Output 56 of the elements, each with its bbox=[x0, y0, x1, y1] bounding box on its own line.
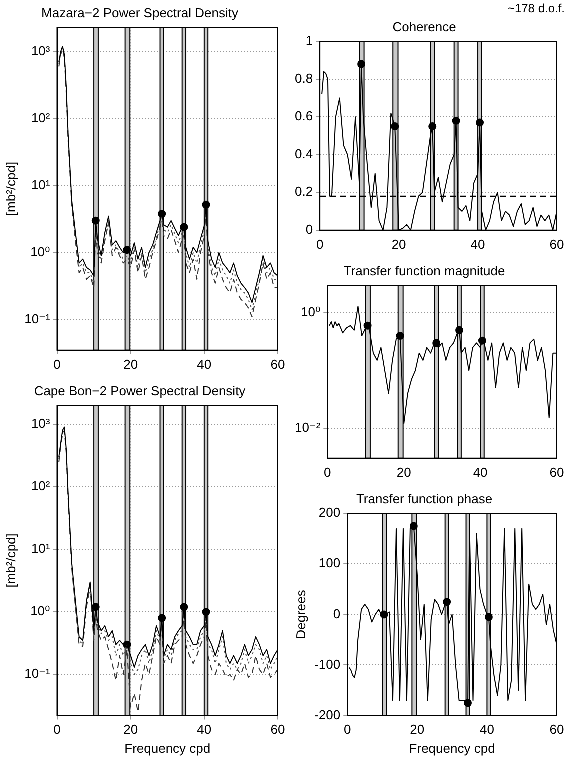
x-tick-label: 20 bbox=[124, 722, 138, 738]
chart-title: Transfer function phase bbox=[356, 491, 493, 506]
y-tick-label: 10³ bbox=[31, 416, 51, 432]
y-tick-label: 100 bbox=[318, 556, 341, 571]
x-tick-label: 40 bbox=[197, 722, 212, 738]
chart-title: Cape Bon−2 Power Spectral Density bbox=[34, 383, 246, 398]
y-tick-label: 10⁰ bbox=[30, 604, 50, 619]
y-tick-label: 0.6 bbox=[294, 108, 314, 124]
x-axis-title: Frequency cpd bbox=[124, 740, 211, 756]
x-tick-label: 60 bbox=[270, 356, 286, 372]
x-tick-label: 20 bbox=[124, 356, 138, 372]
chart-title: Coherence bbox=[392, 19, 456, 34]
y-tick-label: 0.2 bbox=[294, 184, 314, 200]
point bbox=[476, 118, 484, 127]
y-tick-label: 10⁻¹ bbox=[24, 666, 51, 682]
y-tick-label: 10⁰ bbox=[30, 244, 50, 260]
x-tick-label: 40 bbox=[197, 356, 212, 372]
y-tick-label: 10¹ bbox=[31, 177, 51, 192]
y-tick-label: 10² bbox=[31, 110, 51, 126]
x-tick-label: 60 bbox=[550, 722, 564, 738]
chart-title: Mazara−2 Power Spectral Density bbox=[42, 5, 239, 20]
x-tick-label: 60 bbox=[550, 464, 564, 480]
point bbox=[92, 216, 100, 225]
x-tick-label: 40 bbox=[480, 722, 494, 738]
y-tick-label: 10⁰ bbox=[300, 304, 321, 320]
y-tick-label: -200 bbox=[314, 707, 341, 722]
x-tick-label: 20 bbox=[396, 464, 412, 480]
y-tick-label: 10⁻¹ bbox=[24, 311, 51, 326]
y-tick-label: 10¹ bbox=[31, 541, 51, 556]
point bbox=[158, 614, 166, 622]
x-tick-label: 40 bbox=[470, 236, 486, 252]
x-tick-label: 60 bbox=[270, 722, 286, 738]
y-axis-title: [mb²/cpd] bbox=[3, 162, 18, 216]
x-tick-label: 0 bbox=[54, 722, 61, 738]
x-axis-title: Frequency cpd bbox=[409, 740, 496, 756]
y-axis-title: [mb²/cpd] bbox=[3, 534, 18, 588]
y-tick-label: 0 bbox=[333, 606, 341, 622]
x-tick-label: 40 bbox=[473, 464, 488, 480]
y-tick-label: 1 bbox=[306, 33, 314, 48]
text: ~178 d.o.f. bbox=[508, 1, 565, 16]
y-tick-label: 10³ bbox=[31, 43, 51, 58]
y-tick-label: 0.4 bbox=[294, 146, 314, 162]
x-tick-label: 0 bbox=[344, 722, 352, 738]
y-axis-title: Degrees bbox=[293, 590, 308, 640]
x-tick-label: 20 bbox=[392, 236, 406, 252]
y-tick-label: 200 bbox=[318, 505, 341, 520]
y-tick-label: 0.8 bbox=[294, 70, 314, 86]
chart-title: Transfer function magnitude bbox=[344, 263, 506, 278]
y-tick-label: 10⁻² bbox=[294, 420, 322, 435]
y-tick-label: -100 bbox=[314, 656, 341, 672]
point bbox=[358, 60, 366, 68]
x-tick-label: 0 bbox=[54, 356, 61, 372]
y-tick-label: 10² bbox=[31, 478, 51, 494]
x-tick-label: 60 bbox=[550, 236, 564, 252]
x-tick-label: 20 bbox=[410, 722, 425, 738]
y-tick-label: 0 bbox=[306, 222, 314, 237]
